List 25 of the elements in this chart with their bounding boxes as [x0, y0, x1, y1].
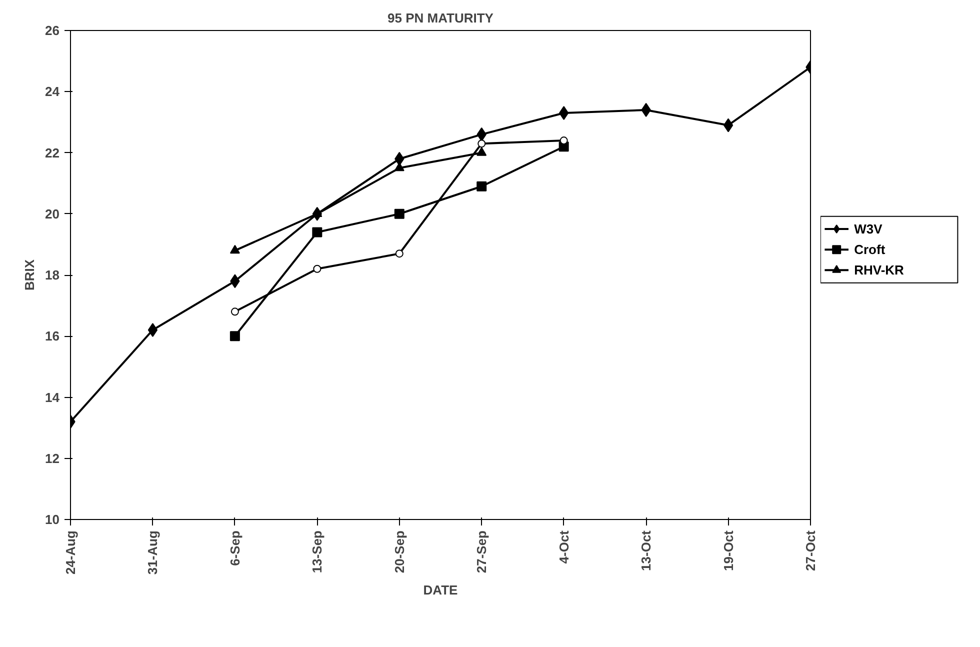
x-tick-label: 19-Oct [720, 530, 736, 571]
y-axis-title: BRIX [22, 259, 38, 291]
x-tick-label: 20-Sep [392, 530, 407, 574]
y-tick-label: 16 [45, 328, 60, 344]
chart-title: 95 PN MATURITY [388, 10, 494, 26]
x-tick-label: 24-Aug [63, 530, 78, 575]
y-tick-label: 18 [45, 268, 60, 282]
y-tick-label: 10 [45, 512, 60, 527]
legend-label: Croft [854, 242, 886, 258]
y-tick-label: 14 [45, 390, 60, 405]
x-tick-label: 13-Oct [638, 530, 654, 571]
y-tick-label: 12 [45, 450, 60, 466]
x-tick-label: 4-Oct [556, 530, 572, 564]
x-tick-label: 27-Oct [803, 530, 818, 571]
x-tick-label: 27-Sep [474, 530, 490, 574]
legend-label: RHV-KR [854, 262, 905, 278]
x-tick-label: 31-Aug [145, 530, 160, 575]
y-tick-label: 26 [45, 23, 60, 38]
y-tick-label: 22 [45, 145, 60, 160]
legend-label: W3V [854, 222, 883, 237]
x-tick-label: 13-Sep [310, 530, 325, 574]
x-axis-title: DATE [423, 582, 458, 598]
y-tick-label: 24 [45, 84, 60, 100]
x-tick-label: 6-Sep [227, 530, 242, 566]
y-tick-label: 20 [45, 206, 60, 222]
